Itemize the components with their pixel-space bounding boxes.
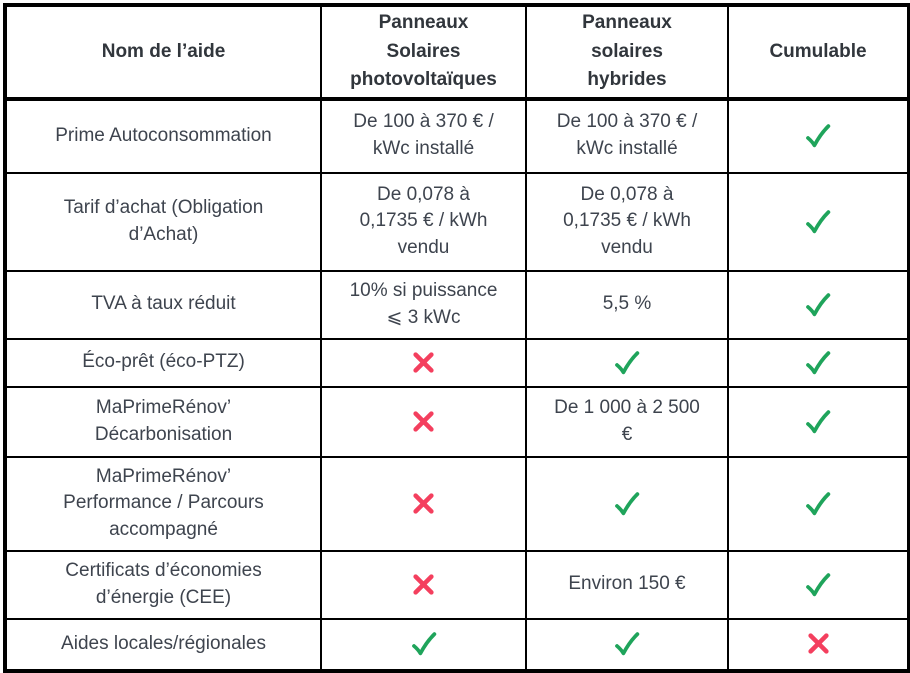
check-icon bbox=[806, 572, 831, 596]
hybride-value-cell: De 100 à 370 € / kWc installé bbox=[525, 97, 729, 174]
table-row: Tarif d’achat (Obligation d’Achat) De 0,0… bbox=[4, 171, 910, 272]
cross-icon bbox=[413, 493, 434, 514]
pv-value-cell: De 100 à 370 € / kWc installé bbox=[320, 97, 527, 174]
pv-value-cell: 10% si puissance ⩽ 3 kWc bbox=[320, 269, 527, 340]
table-row: MaPrimeRénov’ Performance / Parcours acc… bbox=[4, 455, 910, 552]
table-row: Éco-prêt (éco-PTZ) bbox=[4, 337, 910, 388]
check-icon bbox=[806, 292, 831, 316]
aid-name-cell: Tarif d’achat (Obligation d’Achat) bbox=[4, 171, 322, 272]
aid-name-text: Tarif d’achat (Obligation d’Achat) bbox=[63, 196, 264, 245]
value-text: De 100 à 370 € / kWc installé bbox=[353, 111, 494, 159]
cumulable-value-cell bbox=[727, 337, 910, 388]
aid-name-text: Aides locales/régionales bbox=[61, 632, 266, 654]
aid-name-text: MaPrimeRénov’ Décarbonisation bbox=[94, 396, 233, 445]
hybride-value-cell: De 1 000 à 2 500 € bbox=[525, 385, 729, 458]
hybride-value-cell: 5,5 % bbox=[525, 269, 729, 340]
aid-name-cell: MaPrimeRénov’ Décarbonisation bbox=[4, 385, 322, 458]
table-row: Prime Autoconsommation De 100 à 370 € / k… bbox=[4, 97, 910, 174]
aid-name-cell: Éco-prêt (éco-PTZ) bbox=[4, 337, 322, 388]
value-text: De 0,078 à 0,1735 € / kWh vendu bbox=[563, 183, 691, 258]
column-header-hybrid: Panneaux solaires hybrides bbox=[525, 4, 729, 101]
cumulable-value-cell bbox=[727, 617, 910, 672]
check-icon bbox=[806, 124, 831, 148]
header-row: Nom de l’aide Panneaux Solaires photovol… bbox=[4, 4, 910, 101]
column-header-aid-name: Nom de l’aide bbox=[4, 4, 322, 101]
pv-value-cell bbox=[320, 549, 527, 620]
cross-icon bbox=[413, 574, 434, 595]
cumulable-value-cell bbox=[727, 549, 910, 620]
check-icon bbox=[806, 491, 831, 515]
cumulable-value-cell bbox=[727, 97, 910, 174]
aid-comparison-table: Nom de l’aide Panneaux Solaires photovol… bbox=[3, 3, 910, 673]
table-row: Certificats d’économies d’énergie (CEE) E… bbox=[4, 549, 910, 620]
cross-icon bbox=[413, 411, 434, 432]
hybride-value-cell bbox=[525, 617, 729, 672]
table-row: MaPrimeRénov’ Décarbonisation De 1 000 à … bbox=[4, 385, 910, 458]
check-icon bbox=[806, 209, 831, 233]
pv-value-cell bbox=[320, 617, 527, 672]
aid-name-text: MaPrimeRénov’ Performance / Parcours acc… bbox=[63, 465, 264, 540]
check-icon bbox=[615, 350, 640, 374]
pv-value-cell bbox=[320, 385, 527, 458]
column-header-cumulable: Cumulable bbox=[727, 4, 910, 101]
pv-value-cell bbox=[320, 337, 527, 388]
value-text: 10% si puissance ⩽ 3 kWc bbox=[349, 279, 498, 328]
aid-name-cell: TVA à taux réduit bbox=[4, 269, 322, 340]
hybride-value-cell bbox=[525, 337, 729, 388]
cross-icon bbox=[413, 352, 434, 373]
table-body: Prime Autoconsommation De 100 à 370 € / k… bbox=[4, 97, 910, 672]
check-icon bbox=[615, 491, 640, 515]
hybride-value-cell: De 0,078 à 0,1735 € / kWh vendu bbox=[525, 171, 729, 272]
aid-name-cell: Prime Autoconsommation bbox=[4, 97, 322, 174]
check-icon bbox=[615, 632, 640, 656]
aid-name-text: Certificats d’économies d’énergie (CEE) bbox=[65, 559, 262, 608]
table-row: TVA à taux réduit 10% si puissance ⩽ 3 kW… bbox=[4, 269, 910, 340]
cumulable-value-cell bbox=[727, 269, 910, 340]
cumulable-value-cell bbox=[727, 455, 910, 552]
aid-name-cell: Aides locales/régionales bbox=[4, 617, 322, 672]
aid-name-text: Éco-prêt (éco-PTZ) bbox=[82, 351, 245, 373]
value-text: Environ 150 € bbox=[568, 573, 686, 595]
aid-name-cell: MaPrimeRénov’ Performance / Parcours acc… bbox=[4, 455, 322, 552]
aid-name-text: TVA à taux réduit bbox=[91, 293, 236, 315]
pv-value-cell bbox=[320, 455, 527, 552]
cumulable-value-cell bbox=[727, 171, 910, 272]
hybride-value-cell bbox=[525, 455, 729, 552]
column-header-photovoltaic: Panneaux Solaires photovoltaïques bbox=[320, 4, 527, 101]
check-icon bbox=[806, 409, 831, 433]
value-text: De 0,078 à 0,1735 € / kWh vendu bbox=[359, 183, 488, 258]
table-row: Aides locales/régionales bbox=[4, 617, 910, 672]
aid-name-text: Prime Autoconsommation bbox=[55, 124, 272, 146]
hybride-value-cell: Environ 150 € bbox=[525, 549, 729, 620]
value-text: De 1 000 à 2 500 € bbox=[554, 396, 700, 445]
table-header: Nom de l’aide Panneaux Solaires photovol… bbox=[4, 4, 910, 101]
check-icon bbox=[411, 632, 436, 656]
aid-name-cell: Certificats d’économies d’énergie (CEE) bbox=[4, 549, 322, 620]
value-text: De 100 à 370 € / kWc installé bbox=[556, 111, 698, 159]
value-text: 5,5 % bbox=[602, 293, 652, 315]
cumulable-value-cell bbox=[727, 385, 910, 458]
cross-icon bbox=[807, 633, 829, 655]
check-icon bbox=[806, 350, 831, 374]
pv-value-cell: De 0,078 à 0,1735 € / kWh vendu bbox=[320, 171, 527, 272]
